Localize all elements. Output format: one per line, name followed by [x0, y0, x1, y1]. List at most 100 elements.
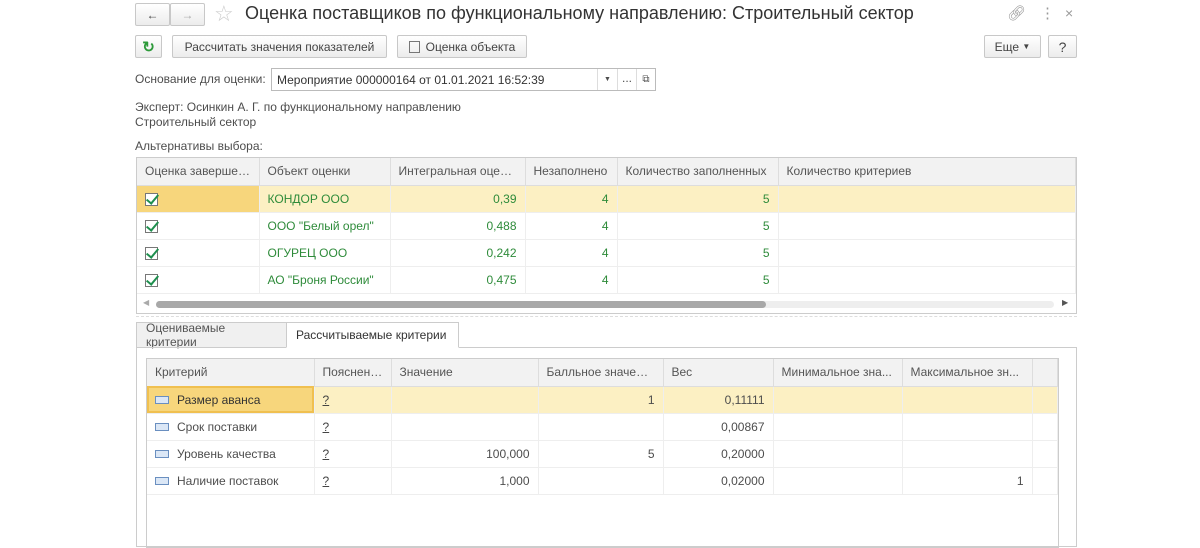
col-object[interactable]: Объект оценки: [259, 158, 391, 186]
col-criterion[interactable]: Критерий: [147, 359, 315, 387]
col-value[interactable]: Значение: [391, 359, 539, 387]
help-button[interactable]: ?: [1048, 35, 1077, 58]
calculate-button[interactable]: Рассчитать значения показателей: [172, 35, 387, 58]
criteria-table: Критерий Пояснение Значение Балльное зна…: [147, 359, 1058, 495]
table-row[interactable]: Срок поставки? 0,00867: [147, 413, 1058, 441]
col-min[interactable]: Минимальное зна...: [773, 359, 903, 387]
basis-field[interactable]: Мероприятие 000000164 от 01.01.2021 16:5…: [271, 68, 656, 91]
select-ellipsis-button[interactable]: ...: [617, 69, 636, 90]
note-link[interactable]: ?: [322, 446, 330, 461]
basis-value: Мероприятие 000000164 от 01.01.2021 16:5…: [277, 73, 545, 87]
value-cell: 1,000: [391, 467, 539, 495]
value-cell: [391, 413, 539, 441]
filled-cell: 5: [617, 212, 779, 240]
report-icon: [408, 40, 420, 53]
col-max[interactable]: Максимальное зн...: [902, 359, 1033, 387]
value-cell: 100,000: [391, 440, 539, 468]
col-points[interactable]: Балльное значение: [538, 359, 664, 387]
window-title: Оценка поставщиков по функциональному на…: [245, 3, 914, 23]
done-checkbox[interactable]: [145, 219, 158, 233]
max-cell: 1: [902, 467, 1033, 495]
horizontal-scrollbar[interactable]: [156, 301, 1054, 308]
table-row[interactable]: Уровень качества? 100,000 5 0,20000: [147, 440, 1058, 468]
empty-cell: 4: [525, 239, 618, 267]
score-cell: 0,242: [390, 239, 526, 267]
filled-cell: 5: [617, 239, 779, 267]
evaluate-object-button[interactable]: Оценка объекта: [397, 35, 527, 58]
alternatives-label: Альтернативы выбора:: [135, 139, 263, 153]
value-cell: [391, 386, 539, 414]
tab-evaluated-criteria[interactable]: Оцениваемые критерии: [136, 321, 287, 349]
table-row[interactable]: ООО "Белый орел" 0,488 4 5: [137, 212, 1076, 240]
table-row[interactable]: Размер аванса? 1 0,11111: [147, 386, 1058, 414]
max-cell: [902, 440, 1033, 468]
weight-cell: 0,02000: [663, 467, 774, 495]
star-icon[interactable]: ☆: [214, 1, 234, 26]
chevron-down-icon: ▼: [1022, 42, 1031, 51]
points-cell: 1: [538, 386, 664, 414]
score-cell: 0,488: [390, 212, 526, 240]
score-cell: 0,39: [390, 185, 526, 213]
points-cell: [538, 413, 664, 441]
more-vertical-icon[interactable]: ⋮: [1040, 5, 1055, 22]
separator: [136, 316, 1077, 317]
criterion-name: Срок поставки: [177, 419, 258, 434]
min-cell: [773, 467, 903, 495]
alternatives-table-frame: [136, 157, 1077, 314]
col-criteria[interactable]: Количество критериев: [778, 158, 1076, 186]
alternatives-table: Оценка завершена Объект оценки Интеграль…: [137, 158, 1076, 294]
dropdown-icon[interactable]: ▼: [597, 69, 617, 90]
table-header: Оценка завершена Объект оценки Интеграль…: [137, 158, 1076, 186]
criteria-cell: [778, 239, 1076, 267]
evaluate-object-label: Оценка объекта: [425, 39, 516, 54]
col-empty[interactable]: Незаполнено: [525, 158, 618, 186]
scroll-left-icon[interactable]: ◀: [143, 298, 150, 307]
basis-label: Основание для оценки:: [135, 72, 266, 86]
table-row[interactable]: КОНДОР ООО 0,39 4 5: [137, 185, 1076, 213]
min-cell: [773, 413, 903, 441]
open-icon[interactable]: ⧉: [636, 69, 655, 90]
col-extra: [1032, 359, 1058, 387]
table-row[interactable]: АО "Броня России" 0,475 4 5: [137, 266, 1076, 294]
criterion-icon: [155, 423, 169, 432]
col-weight[interactable]: Вес: [663, 359, 774, 387]
note-link[interactable]: ?: [322, 419, 330, 434]
done-checkbox[interactable]: [145, 246, 158, 260]
arrow-right-icon: →: [181, 7, 194, 22]
min-cell: [773, 386, 903, 414]
table-row[interactable]: Наличие поставок? 1,000 0,02000 1: [147, 467, 1058, 495]
note-link[interactable]: ?: [322, 473, 330, 488]
close-icon[interactable]: ×: [1065, 5, 1074, 21]
note-link[interactable]: ?: [322, 392, 330, 407]
col-note[interactable]: Пояснение: [314, 359, 392, 387]
criterion-icon: [155, 477, 169, 486]
done-checkbox[interactable]: [145, 273, 158, 287]
empty-cell: 4: [525, 185, 618, 213]
done-checkbox[interactable]: [145, 192, 158, 206]
table-row[interactable]: ОГУРЕЦ ООО 0,242 4 5: [137, 239, 1076, 267]
refresh-button[interactable]: ↻: [135, 35, 162, 58]
criteria-cell: [778, 266, 1076, 294]
max-cell: [902, 413, 1033, 441]
link-icon[interactable]: 🔗︎: [1007, 5, 1027, 22]
more-label: Еще: [994, 39, 1020, 54]
back-button[interactable]: ←: [135, 3, 170, 26]
col-filled[interactable]: Количество заполненных: [617, 158, 779, 186]
scroll-right-icon[interactable]: ▶: [1062, 298, 1069, 307]
criteria-cell: [778, 212, 1076, 240]
scrollbar-thumb[interactable]: [156, 301, 766, 308]
forward-button[interactable]: →: [170, 3, 205, 26]
more-button[interactable]: Еще ▼: [984, 35, 1041, 58]
col-done[interactable]: Оценка завершена: [137, 158, 260, 186]
object-cell: АО "Броня России": [259, 266, 391, 294]
criteria-cell: [778, 185, 1076, 213]
criterion-name: Размер аванса: [177, 392, 261, 407]
filled-cell: 5: [617, 185, 779, 213]
tab-calculated-criteria[interactable]: Рассчитываемые критерии: [286, 322, 459, 348]
weight-cell: 0,11111: [663, 386, 774, 414]
criterion-icon: [155, 450, 169, 459]
col-score[interactable]: Интегральная оценка: [390, 158, 526, 186]
expert-line1: Эксперт: Осинкин А. Г. по функциональном…: [135, 100, 461, 114]
points-cell: [538, 467, 664, 495]
min-cell: [773, 440, 903, 468]
